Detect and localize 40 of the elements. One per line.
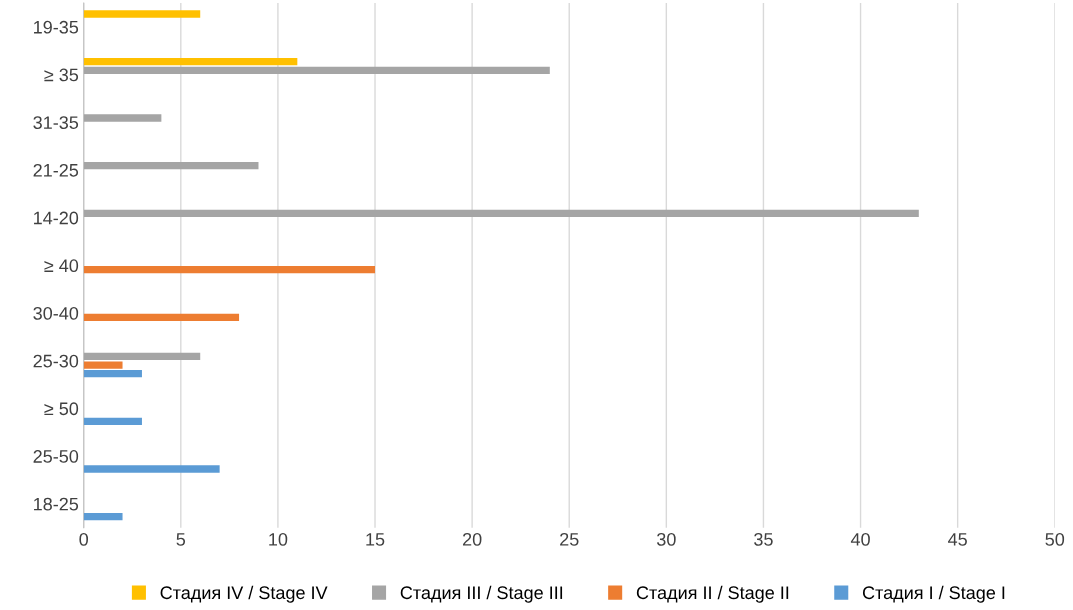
y-tick-label: 31-35 (33, 116, 79, 129)
x-tick-label: 30 (656, 532, 676, 546)
bar (83, 265, 376, 274)
x-tick-label: 20 (462, 532, 482, 546)
x-tick-label: 45 (948, 533, 967, 546)
y-tick-label: 21-25 (33, 163, 79, 177)
x-tick-label: 5 (176, 533, 186, 546)
x-tick-label: 0 (79, 532, 89, 546)
y-tick-label: ≥ 40 (44, 259, 79, 273)
bar (83, 369, 142, 378)
bar (83, 58, 298, 66)
legend-label: Стадия III / Stage III (400, 585, 563, 603)
y-tick-label: ≥ 50 (44, 402, 79, 416)
bar (83, 313, 240, 321)
y-tick-label: 25-50 (33, 450, 79, 463)
x-tick-label: 40 (850, 532, 870, 546)
x-tick-label: 25 (560, 532, 579, 546)
x-tick-label: 10 (269, 532, 288, 546)
legend-label: Стадия IV / Stage IV (160, 585, 328, 603)
bar (83, 361, 123, 369)
y-tick-label: 18-25 (34, 497, 79, 511)
bar (83, 465, 220, 473)
x-tick-label: 15 (366, 533, 385, 546)
y-tick-label: 25-30 (33, 354, 79, 368)
legend-label: Стадия II / Stage II (636, 585, 789, 603)
bar (83, 513, 123, 521)
bar (83, 114, 162, 122)
bar (83, 66, 550, 74)
bar (83, 417, 142, 425)
bar (83, 162, 259, 170)
legend-label: Стадия I / Stage I (862, 585, 1005, 603)
bar (83, 352, 201, 361)
y-tick-label: 30-40 (33, 306, 79, 320)
bar (83, 10, 201, 18)
x-tick-label: 50 (1045, 532, 1065, 546)
y-tick-label: 14-20 (34, 211, 79, 225)
bar (83, 209, 919, 218)
y-tick-label: ≥ 35 (44, 68, 79, 82)
y-tick-label: 19-35 (34, 20, 79, 34)
x-tick-label: 35 (754, 532, 773, 546)
